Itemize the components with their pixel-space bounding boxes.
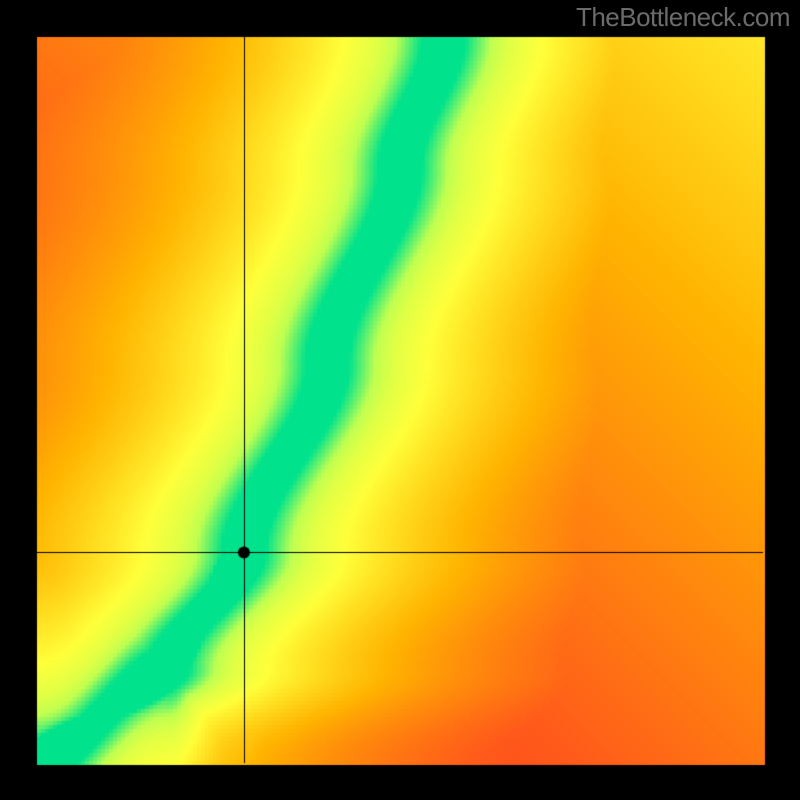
chart-container: TheBottleneck.com <box>0 0 800 800</box>
watermark-text: TheBottleneck.com <box>576 2 790 33</box>
heatmap-canvas <box>0 0 800 800</box>
